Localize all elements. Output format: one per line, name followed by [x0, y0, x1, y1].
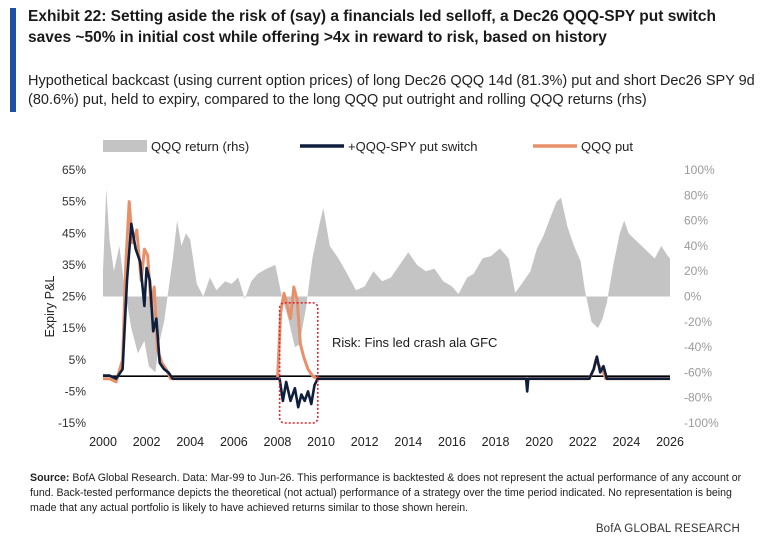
y-right-tick: -20%: [684, 315, 712, 329]
chart: QQQ return (rhs) +QQQ-SPY put switch QQQ p…: [43, 139, 719, 449]
x-tick: 2014: [394, 435, 422, 449]
x-tick: 2006: [220, 435, 248, 449]
y-left-tick: 45%: [62, 226, 86, 240]
x-tick: 2026: [656, 435, 684, 449]
x-tick: 2018: [482, 435, 510, 449]
y-left-tick: 5%: [69, 353, 87, 367]
source-note: Source: BofA Global Research. Data: Mar-…: [30, 471, 745, 516]
y-right-tick: -60%: [684, 365, 712, 379]
y-right-tick: -80%: [684, 391, 712, 405]
y-right-tick: 20%: [684, 264, 708, 278]
x-tick: 2016: [438, 435, 466, 449]
x-tick: 2002: [133, 435, 161, 449]
x-tick: 2012: [351, 435, 379, 449]
y-left-tick: 15%: [62, 321, 86, 335]
series-layer: [103, 189, 670, 409]
legend-label: +QQQ-SPY put switch: [348, 139, 477, 154]
source-label: Source:: [30, 472, 70, 484]
legend: QQQ return (rhs) +QQQ-SPY put switch QQQ p…: [103, 139, 633, 154]
put-switch-line: [103, 222, 670, 409]
annotation-box: [278, 302, 319, 424]
exhibit-subtitle: Hypothetical backcast (using current opt…: [28, 73, 755, 108]
annotation-label: Risk: Fins led crash ala GFC: [332, 335, 497, 350]
y-right-tick: 80%: [684, 188, 708, 202]
y-right-tick: 0%: [684, 290, 702, 304]
source-text: BofA Global Research. Data: Mar-99 to Ju…: [30, 472, 742, 514]
y-left-tick: 35%: [62, 258, 86, 272]
y-left-tick: 65%: [62, 163, 86, 177]
exhibit-title: Exhibit 22: Setting aside the risk of (s…: [28, 8, 716, 46]
y-left-tick: -15%: [58, 416, 86, 430]
y-left-tick: 25%: [62, 290, 86, 304]
y-axis-label: Expiry P&L: [43, 276, 57, 338]
x-tick: 2020: [525, 435, 553, 449]
legend-label: QQQ put: [581, 139, 633, 154]
y-right-tick: -100%: [684, 416, 719, 430]
legend-swatch: [103, 140, 147, 152]
qqq-return-area: [103, 189, 670, 373]
y-right-tick: 40%: [684, 239, 708, 253]
y-left-tick: 55%: [62, 195, 86, 209]
y-right-tick: -40%: [684, 340, 712, 354]
x-tick: 2004: [176, 435, 204, 449]
accent-bar: [10, 8, 16, 112]
brand-label: BofA GLOBAL RESEARCH: [595, 523, 740, 535]
legend-label: QQQ return (rhs): [151, 139, 249, 154]
x-tick: 2010: [307, 435, 335, 449]
x-tick: 2022: [569, 435, 597, 449]
x-tick: 2000: [89, 435, 117, 449]
y-left-tick: -5%: [65, 384, 87, 398]
x-tick: 2024: [612, 435, 640, 449]
annotation-layer: Risk: Fins led crash ala GFC: [278, 302, 497, 424]
x-tick: 2008: [264, 435, 292, 449]
y-right-tick: 60%: [684, 214, 708, 228]
tick-layer: 65% 55% 45% 35% 25% 15% 5% -5% -15% 100% 80% 60% 40%…: [43, 163, 719, 449]
y-right-tick: 100%: [684, 163, 715, 177]
